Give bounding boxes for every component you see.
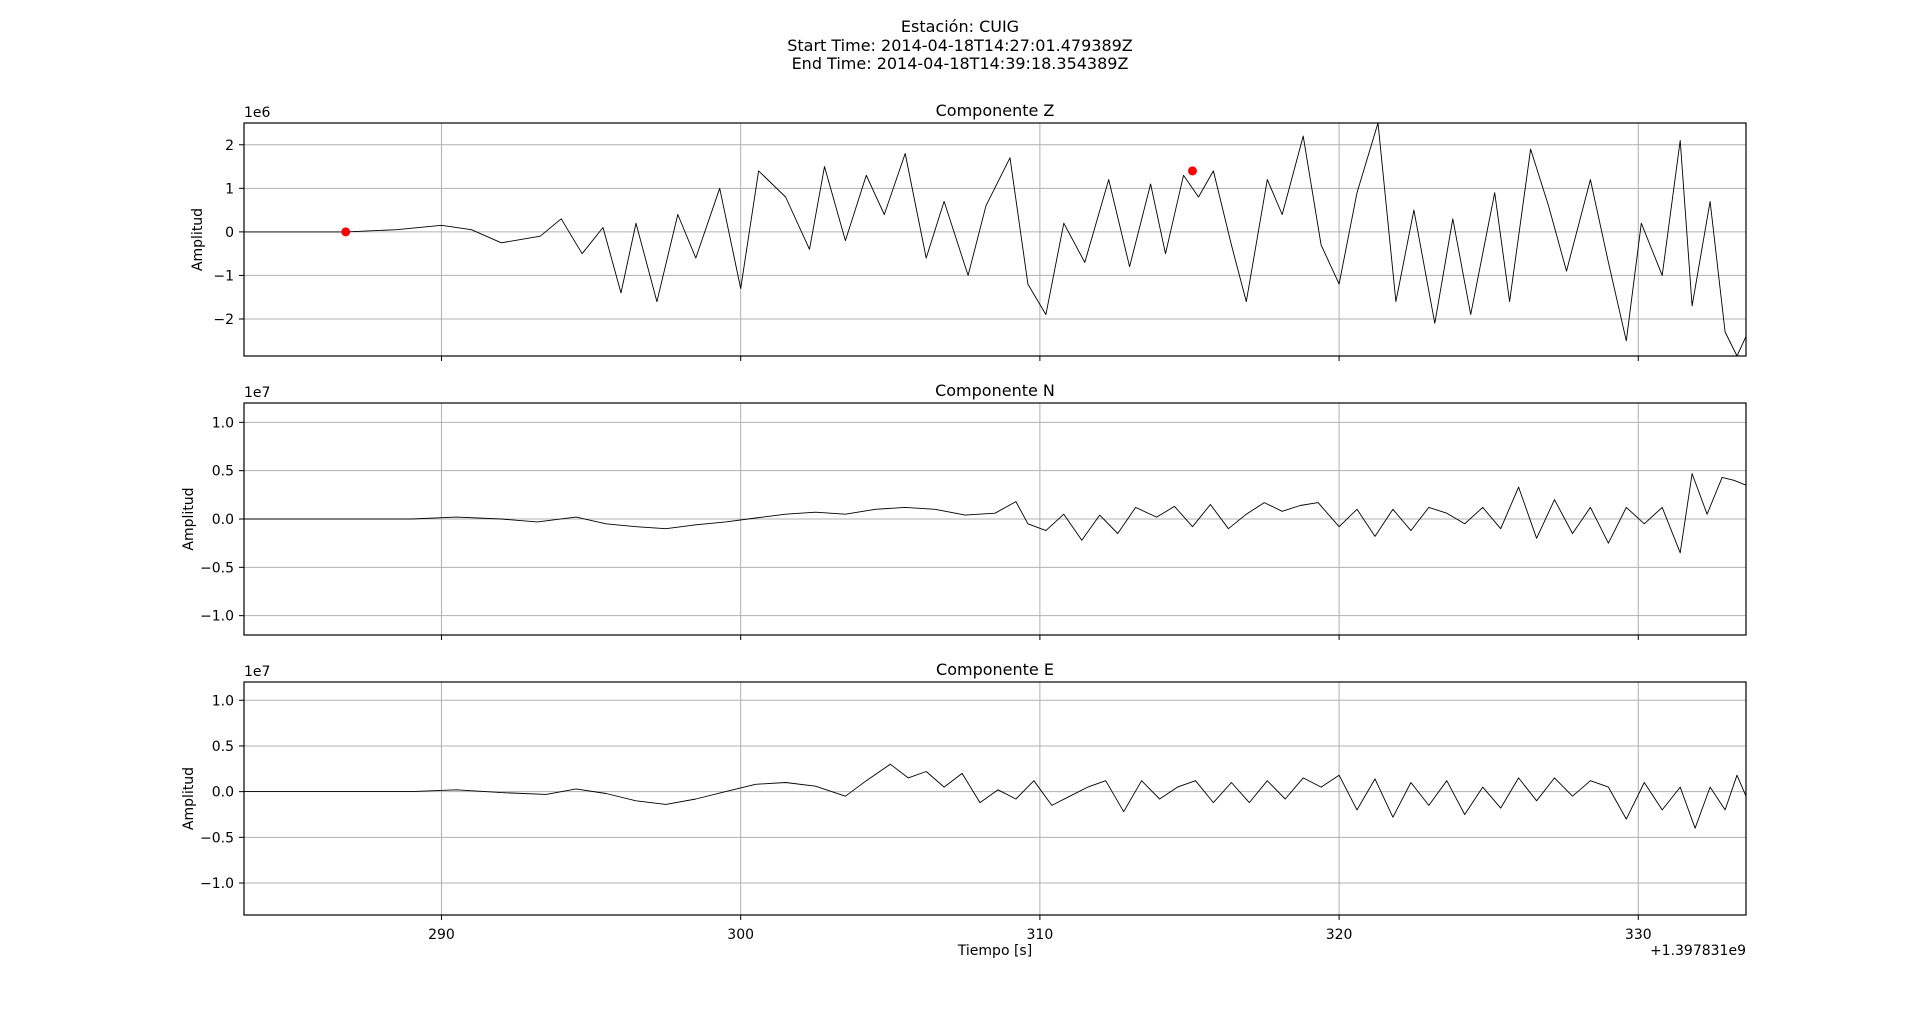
panel-3-x-tick-label: 290 [428,927,455,943]
panel-3-y-tick-label: 1.0 [212,693,234,709]
panel-3-axes-frame [243,681,1747,916]
panel-3-scale-label: 1e7 [244,664,270,680]
panel-3-waveform-trace [244,763,1747,829]
panel-2-y-tick-label: 0.5 [212,464,234,480]
panel-2-y-tick-label: −1.0 [200,609,234,625]
panel-2-y-axis-label: Amplitud [181,487,197,550]
panel-3-x-tick-label: 330 [1625,927,1652,943]
panel-2-title: Componente N [935,381,1055,400]
panel-3-y-tick-label: −0.5 [200,830,234,846]
panel-3-x-tick-label: 310 [1027,927,1054,943]
panel-3-y-tick-label: 0.0 [212,785,234,801]
panel-1-scale-label: 1e6 [244,105,271,121]
panel-1-y-tick-label: −1 [213,268,234,284]
panel-2-y-tick-label: 0.0 [212,512,234,528]
panel-1-axes-frame [243,122,1747,357]
panel-1-waveform-trace [244,122,1747,357]
panel-1-y-tick-label: 0 [225,225,234,241]
panel-2-y-tick-label: 1.0 [212,415,234,431]
panel-3-x-offset-label: +1.397831e9 [1650,943,1746,959]
panel-3-x-axis-label: Tiempo [s] [957,943,1032,959]
panel-3-x-tick-label: 320 [1326,927,1353,943]
figure-title-start-time: Start Time: 2014-04-18T14:27:01.479389Z [787,36,1133,55]
panel-2-scale-label: 1e7 [244,385,270,401]
panel-3-y-axis-label: Amplitud [181,767,197,830]
panel-2-y-tick-label: −0.5 [200,560,234,576]
panel-3-y-tick-label: 0.5 [212,739,234,755]
panel-1-pick-marker [1187,166,1197,176]
figure-title-station: Estación: CUIG [900,17,1020,36]
panel-1-y-tick-label: −2 [213,312,234,328]
panel-1-y-tick-label: 1 [225,181,234,197]
panel-3-y-tick-label: −1.0 [200,876,234,892]
panel-1-title: Componente Z [936,101,1055,120]
figure-title-end-time: End Time: 2014-04-18T14:39:18.354389Z [791,54,1129,73]
panel-3-title: Componente E [936,660,1054,679]
panel-2-waveform-trace [244,473,1747,554]
panel-1-pick-marker [341,227,351,237]
panel-1-y-axis-label: Amplitud [190,208,206,271]
panel-3-x-tick-label: 300 [727,927,754,943]
panel-1-y-tick-label: 2 [225,138,234,154]
